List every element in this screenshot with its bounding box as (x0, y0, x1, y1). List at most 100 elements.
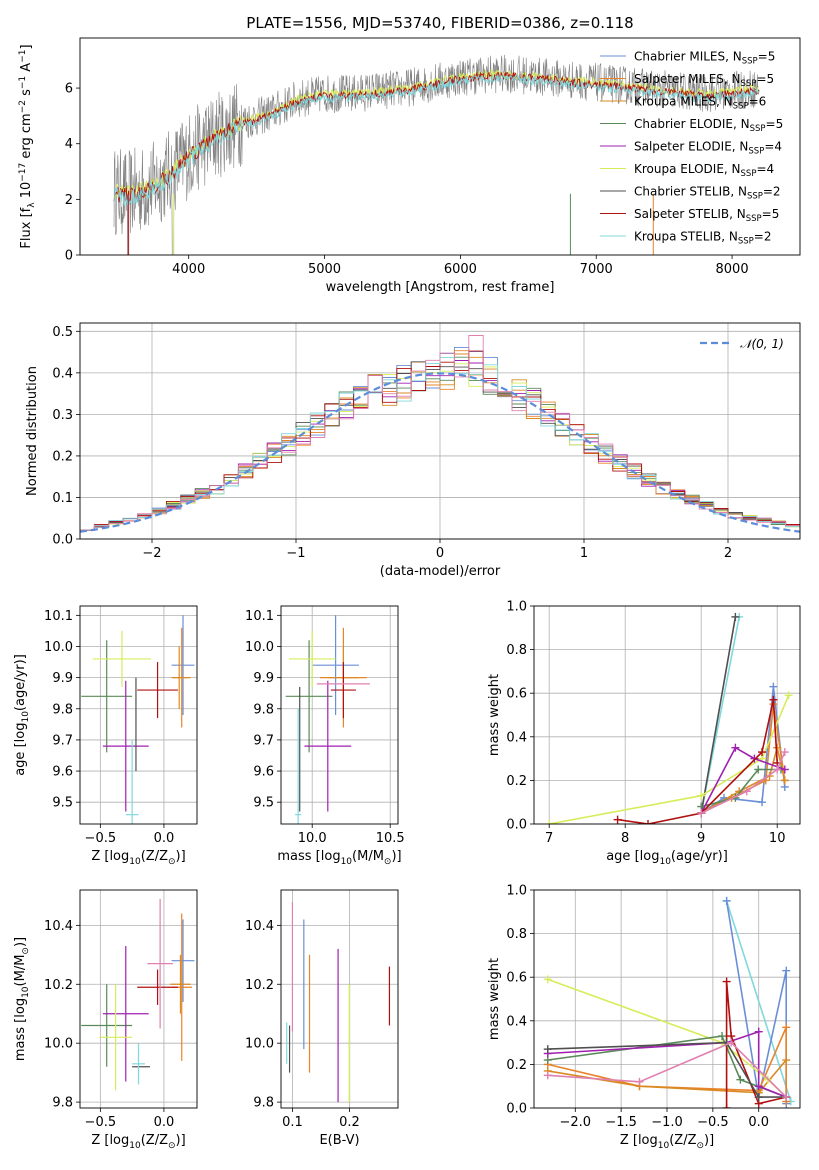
weight-marker (697, 791, 706, 800)
weight-marker (543, 1071, 552, 1080)
y-tick-label: 10.2 (245, 978, 274, 993)
x-tick-label: 9 (697, 831, 705, 846)
legend-sub: SSP (741, 169, 757, 179)
weight-marker (635, 1077, 644, 1086)
x-tick-label: 2 (724, 546, 732, 561)
panel-mass_vs_Z: −0.5 0.09.810.010.210.4Z [log10(Z/Z⊙)]mas… (13, 889, 198, 1151)
plot-area-residual_histogram (80, 335, 800, 539)
y-tick-label: 0.1 (52, 491, 73, 506)
y-tick-label: 9.5 (253, 796, 274, 811)
legend-label: Salpeter ELODIE, N (634, 140, 748, 154)
label-part: erg cm (19, 113, 34, 162)
weight-line-salpeter-elodie (700, 746, 786, 814)
x-tick-label: −1.5 (605, 1115, 637, 1130)
weight-marker (545, 820, 554, 824)
errorbar-cross (171, 919, 195, 1002)
errorbar-cross (288, 630, 336, 687)
y-tick-label: 9.5 (52, 796, 73, 811)
legend-label: Kroupa ELODIE, N (634, 162, 741, 176)
errorbar-cross (102, 945, 149, 1082)
y-tick-label: 0.8 (506, 643, 527, 658)
label-part: wavelength [Angstrom, rest frame] (326, 280, 555, 295)
axes-frame (280, 889, 399, 1109)
label-part: Z [ (91, 849, 109, 864)
x-axis-label: Z [log10(Z/Z⊙)] (91, 849, 185, 867)
legend-label: Salpeter STELIB, N (634, 207, 746, 221)
weight-marker (754, 765, 763, 774)
weight-marker (722, 977, 731, 986)
axes-frame (533, 889, 801, 1109)
errorbar-cross (304, 680, 352, 812)
label-part: λ (27, 202, 37, 208)
weight-marker (644, 820, 652, 824)
label-part: )] (704, 1133, 714, 1148)
label-part: log (109, 849, 129, 864)
y-tick-label: 10.0 (44, 640, 73, 655)
label-part: (M/M (352, 849, 384, 864)
weight-marker (754, 1027, 763, 1036)
legend-eq: =2 (754, 230, 772, 244)
y-tick-label: 6 (65, 82, 73, 97)
errorbar-cross (171, 646, 187, 709)
label-part: 10 (129, 857, 141, 867)
label-part: (data-model)/error (380, 564, 501, 579)
weight-line-chabrier-stelib (700, 616, 737, 814)
label-part: −2 (18, 100, 28, 113)
histogram-salpeter-stelib (80, 350, 800, 539)
axes-frame (79, 889, 198, 1109)
plot-area-age_vs_mass (285, 615, 370, 824)
model-spectrum-kroupa-stelib (113, 74, 760, 207)
label-part: ] (19, 44, 34, 49)
legend-sub: SSP (733, 102, 749, 112)
weight-marker (731, 612, 740, 621)
weight-marker (773, 765, 782, 774)
weight-marker (780, 748, 789, 757)
x-tick-label: 0.0 (748, 1115, 769, 1130)
label-part: age [ (606, 849, 639, 864)
legend-eq: =2 (763, 185, 781, 199)
y-tick-label: 0.3 (52, 408, 73, 423)
errorbar-cross (312, 615, 359, 715)
panel-mass_vs_EBV: 0.1 0.2 9.8 10.0 10.2 10.4 E(B-V) (245, 889, 399, 1148)
y-tick-label: 1.0 (506, 600, 527, 615)
y-tick-label: 10.1 (44, 609, 73, 624)
panel-residual_histogram: −2 −1 0 1 2 0.0 0.1 0.2 0.3 0.4 0.5 (data-model)/er… (25, 322, 801, 579)
label-part: 10 (19, 182, 34, 203)
weight-marker (731, 743, 740, 752)
legend-label: Salpeter MILES, N (634, 72, 741, 86)
y-tick-label: 0.6 (506, 971, 527, 986)
y-tick-label: 0 (65, 249, 73, 264)
y-tick-label: 9.8 (253, 702, 274, 717)
y-tick-label: 9.9 (253, 671, 274, 686)
y-tick-label: 0.4 (52, 366, 73, 381)
weight-marker (782, 1056, 791, 1065)
label-part: log (109, 1133, 129, 1148)
y-tick-label: 0.8 (506, 927, 527, 942)
label-part: )] (13, 937, 28, 947)
x-tick-label: −0.5 (85, 831, 117, 846)
errorbar-cross (81, 984, 133, 1067)
y-tick-label: 4 (65, 137, 73, 152)
label-part: Normed distribution (25, 366, 40, 496)
legend-sub: SSP (741, 79, 757, 89)
label-part: )] (391, 849, 401, 864)
legend-entry: Chabrier STELIB, NSSP=2 (634, 185, 781, 202)
plot-area-massweight_vs_age (545, 612, 793, 824)
y-tick-label: 0.4 (506, 730, 527, 745)
axes-frame (79, 605, 198, 825)
label-part: E(B-V) (319, 1133, 359, 1148)
weight-line-salpeter-stelib (617, 699, 778, 824)
label-part: ⊙ (21, 947, 31, 955)
legend-eq: =6 (749, 95, 767, 109)
label-part: age [ (13, 742, 28, 775)
panel-age_vs_mass: 10.0 10.5 9.5 9.6 9.7 9.8 9.9 10.0 10.1 mass [log… (245, 605, 405, 867)
errorbar-cross (125, 739, 139, 824)
legend-entry: Salpeter ELODIE, NSSP=4 (634, 140, 782, 157)
x-axis-label: E(B-V) (319, 1133, 359, 1148)
errorbar-cross (102, 680, 149, 812)
weight-line-extra_pink (700, 751, 786, 814)
label-part: −1 (18, 76, 28, 89)
x-axis-label: wavelength [Angstrom, rest frame] (326, 280, 555, 295)
x-tick-label: −0.5 (85, 1115, 117, 1130)
